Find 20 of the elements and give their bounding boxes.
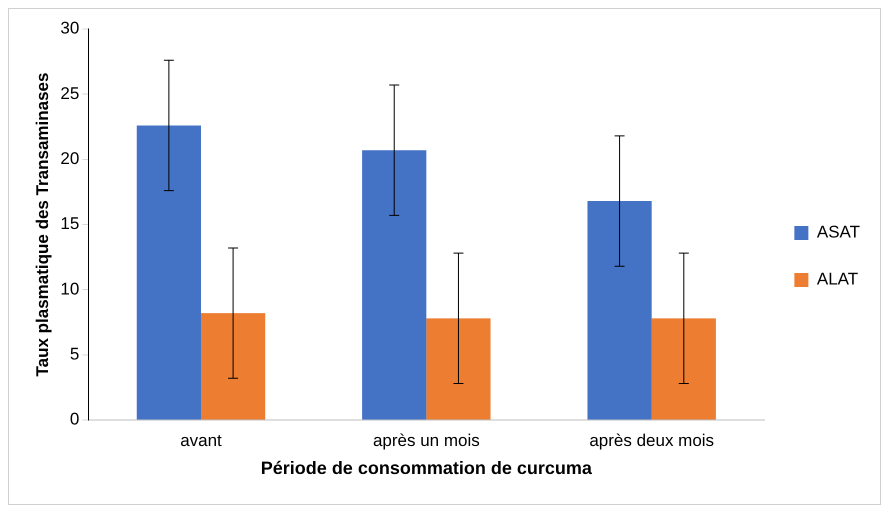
legend-label: ASAT <box>816 222 860 242</box>
legend-label: ALAT <box>816 270 858 289</box>
bar <box>136 125 201 420</box>
x-tick-label: avant <box>180 430 222 450</box>
y-tick-label: 0 <box>70 410 80 429</box>
y-tick-label: 30 <box>60 18 80 38</box>
y-tick-label: 25 <box>60 84 80 103</box>
x-tick-label: après un mois <box>372 430 480 450</box>
y-axis-title: Taux plasmatique des Transaminases <box>32 72 52 376</box>
bar <box>652 318 716 420</box>
bar <box>426 318 491 420</box>
y-tick-label: 20 <box>60 149 80 168</box>
bar <box>200 313 266 420</box>
y-tick-label: 5 <box>70 344 80 364</box>
x-tick-label: après deux mois <box>589 430 714 450</box>
bar <box>587 201 652 420</box>
x-axis-title: Période de consommation de curcuma <box>260 458 593 478</box>
bar <box>362 150 426 420</box>
y-tick-label: 10 <box>60 279 80 298</box>
y-tick-label: 15 <box>60 214 80 234</box>
